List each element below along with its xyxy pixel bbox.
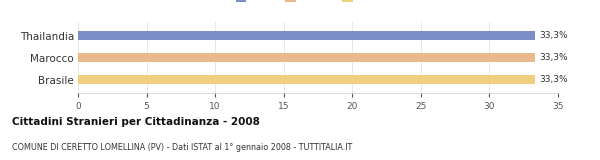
Bar: [78, 31, 535, 40]
Text: Cittadini Stranieri per Cittadinanza - 2008: Cittadini Stranieri per Cittadinanza - 2…: [12, 117, 260, 127]
Text: 33,3%: 33,3%: [539, 75, 568, 84]
Legend: Asia, Africa, America: Asia, Africa, America: [234, 0, 402, 4]
Text: 33,3%: 33,3%: [539, 53, 568, 62]
Bar: [78, 75, 535, 84]
Text: 33,3%: 33,3%: [539, 31, 568, 40]
Text: COMUNE DI CERETTO LOMELLINA (PV) - Dati ISTAT al 1° gennaio 2008 - TUTTITALIA.IT: COMUNE DI CERETTO LOMELLINA (PV) - Dati …: [12, 143, 352, 152]
Bar: [78, 53, 535, 62]
